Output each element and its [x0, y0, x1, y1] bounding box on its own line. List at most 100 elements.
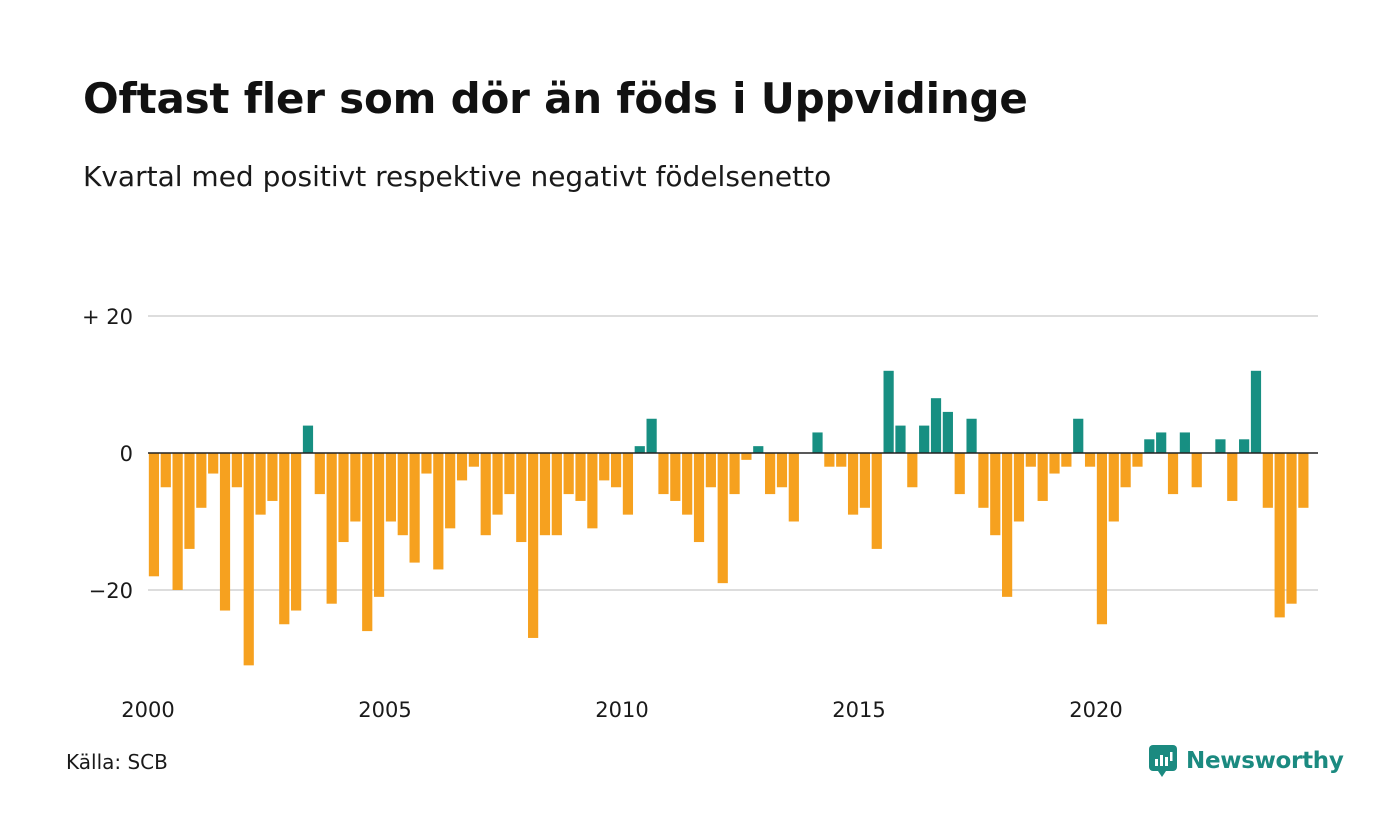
bar-negative: [705, 453, 716, 488]
bar-negative: [267, 453, 278, 501]
bar-negative: [776, 453, 788, 488]
bar-negative: [373, 453, 385, 597]
bar-negative: [1167, 453, 1179, 495]
bar-negative: [172, 453, 183, 590]
bar-negative: [1037, 453, 1048, 501]
y-tick-label: −20: [89, 579, 133, 603]
bar-negative: [196, 453, 207, 508]
bar-negative: [824, 453, 835, 467]
bar-negative: [492, 453, 503, 515]
bar-negative: [1025, 453, 1036, 467]
bar-negative: [954, 453, 965, 495]
chart-subtitle: Kvartal med positivt respektive negativt…: [83, 160, 832, 193]
bar-negative: [729, 453, 740, 495]
bar-negative: [539, 453, 551, 536]
bar-negative: [1061, 453, 1072, 467]
bar-negative: [1286, 453, 1297, 604]
bar-negative: [231, 453, 242, 488]
bar-negative: [326, 453, 337, 604]
bar-positive: [1179, 432, 1190, 453]
bar-negative: [160, 453, 171, 488]
bar-negative: [847, 453, 859, 515]
bar-negative: [551, 453, 562, 536]
bar-positive: [812, 432, 823, 453]
bar-negative: [243, 453, 254, 666]
bar-negative: [765, 453, 776, 495]
bar-negative: [504, 453, 515, 495]
bar-positive: [942, 411, 953, 453]
bar-negative: [717, 453, 728, 584]
bar-negative: [1049, 453, 1060, 474]
x-tick-label: 2000: [121, 698, 174, 722]
bar-negative: [907, 453, 918, 488]
bar-negative: [788, 453, 799, 522]
bar-negative: [1191, 453, 1202, 488]
x-tick-label: 2005: [358, 698, 411, 722]
bar-negative: [682, 453, 693, 515]
newsworthy-logo: Newsworthy: [1148, 744, 1344, 778]
bar-negative: [338, 453, 349, 543]
bar-negative: [291, 453, 302, 611]
bar-negative: [184, 453, 195, 549]
bar-positive: [883, 370, 894, 453]
bar-negative: [658, 453, 669, 495]
bar-negative: [1274, 453, 1285, 618]
bar-negative: [385, 453, 397, 522]
x-tick-label: 2015: [832, 698, 885, 722]
bar-negative: [314, 453, 325, 495]
bar-negative: [575, 453, 586, 501]
bar-negative: [362, 453, 373, 632]
grid-layer: [148, 315, 1318, 591]
bar-negative: [148, 453, 160, 577]
y-tick-label: + 20: [82, 305, 133, 329]
bar-negative: [1013, 453, 1025, 522]
bar-positive: [753, 446, 764, 453]
bar-positive: [895, 425, 906, 453]
bar-negative: [468, 453, 479, 467]
bar-negative: [871, 453, 882, 549]
bar-negative: [255, 453, 266, 515]
bar-negative: [433, 453, 444, 570]
bar-negative: [563, 453, 574, 495]
bar-negative: [1120, 453, 1131, 488]
bar-negative: [1227, 453, 1238, 501]
chart-title: Oftast fler som dör än föds i Uppvidinge: [83, 74, 1028, 123]
bar-positive: [1215, 439, 1226, 453]
bar-negative: [622, 453, 634, 515]
bar-negative: [990, 453, 1001, 536]
bar-negative: [1132, 453, 1143, 467]
bar-negative: [219, 453, 231, 611]
bar-negative: [599, 453, 610, 481]
newsworthy-logo-text: Newsworthy: [1186, 748, 1344, 774]
bar-negative: [978, 453, 989, 508]
source-note: Källa: SCB: [66, 750, 168, 774]
y-tick-label: 0: [120, 442, 133, 466]
bar-negative: [445, 453, 456, 529]
bar-negative: [456, 453, 468, 481]
bar-negative: [1002, 453, 1013, 597]
bar-negative: [480, 453, 491, 536]
bar-negative: [528, 453, 539, 638]
bar-negative: [208, 453, 219, 474]
bar-negative: [1298, 453, 1309, 508]
bar-positive: [1239, 439, 1250, 453]
bar-positive: [302, 425, 314, 453]
bar-negative: [587, 453, 598, 529]
bar-negative: [516, 453, 527, 543]
bar-negative: [1108, 453, 1119, 522]
bar-negative: [670, 453, 681, 501]
bar-negative: [1084, 453, 1096, 467]
bar-positive: [930, 398, 942, 453]
bar-negative: [397, 453, 408, 536]
bar-positive: [966, 418, 977, 453]
bar-positive: [1250, 370, 1262, 453]
axis-layer: + 20 0 −20 2000 2005 2010 2015 2020: [82, 305, 1318, 722]
bar-positive: [1073, 418, 1084, 453]
bar-positive: [646, 418, 657, 453]
bar-negative: [1262, 453, 1273, 508]
newsworthy-logo-icon: [1149, 745, 1177, 777]
bar-negative: [279, 453, 290, 625]
x-tick-label: 2010: [595, 698, 648, 722]
bar-positive: [634, 446, 645, 453]
